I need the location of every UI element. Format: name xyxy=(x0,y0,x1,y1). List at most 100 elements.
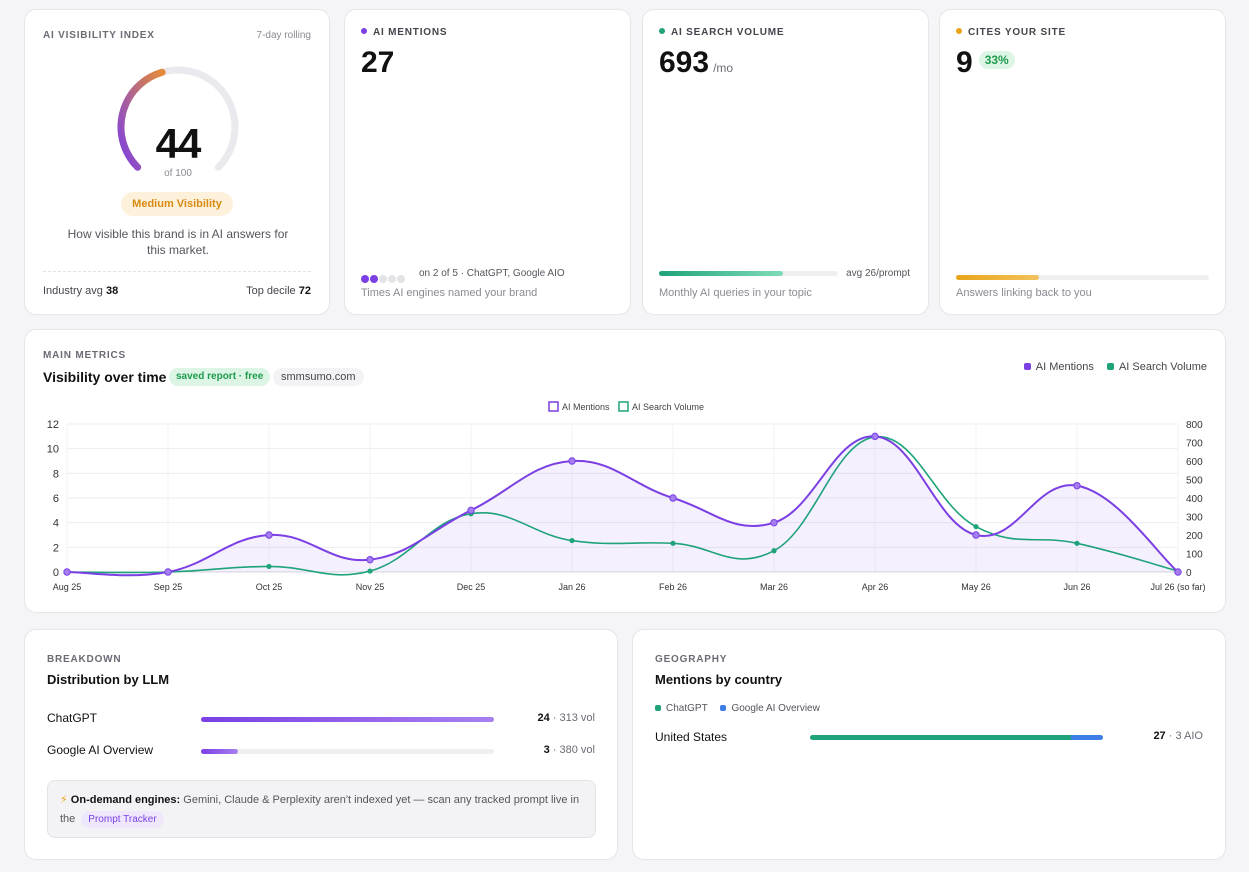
breakdown-title: Distribution by LLM xyxy=(47,672,170,687)
geo-country: United States xyxy=(655,730,728,744)
geo-legend: ChatGPT Google AI Overview xyxy=(655,703,830,714)
domain-chip[interactable]: smmsumo.com xyxy=(273,368,364,386)
legend-mentions[interactable]: AI Mentions xyxy=(1023,361,1094,373)
x-tick-label: Mar 26 xyxy=(760,582,788,592)
industry-avg-value: 38 xyxy=(105,285,119,297)
cites-eyebrow: CITES YOUR SITE xyxy=(956,27,1066,38)
index-description: How visible this brand is in AI answers … xyxy=(67,227,289,257)
volume-avg: avg 26/prompt xyxy=(846,268,910,279)
mentions-point xyxy=(164,568,172,576)
chart-legend-volume-label: AI Search Volume xyxy=(632,402,704,412)
llm-bar xyxy=(201,749,494,754)
y-left-tick-label: 10 xyxy=(47,444,59,456)
x-tick-label: May 26 xyxy=(961,582,991,592)
geo-legend-chatgpt: ChatGPT xyxy=(655,703,708,714)
geo-legend-chatgpt-label: ChatGPT xyxy=(666,703,708,714)
index-eyebrow: AI VISIBILITY INDEX xyxy=(43,30,155,41)
main-eyebrow: MAIN METRICS xyxy=(43,350,126,361)
mentions-eyebrow: AI MENTIONS xyxy=(361,27,447,38)
volume-caption: Monthly AI queries in your topic xyxy=(659,287,812,299)
x-tick-label: Aug 25 xyxy=(53,582,82,592)
llm-bar xyxy=(201,717,494,722)
mentions-caption: Times AI engines named your brand xyxy=(361,287,538,299)
volume-value-wrap: 693/mo xyxy=(659,46,733,80)
ondemand-notice: ⚡ On-demand engines: Gemini, Claude & Pe… xyxy=(47,780,596,838)
mentions-point xyxy=(63,568,71,576)
volume-dot-icon xyxy=(659,28,665,35)
cites-pct-badge: 33% xyxy=(978,51,1015,70)
geo-mentions: 27 xyxy=(1153,730,1166,742)
volume-bar xyxy=(659,271,838,276)
cites-caption: Answers linking back to you xyxy=(956,287,1092,299)
y-right-tick-label: 600 xyxy=(1186,457,1203,468)
chart-legend-mentions-label: AI Mentions xyxy=(562,402,610,412)
cites-bar-fill xyxy=(956,275,1040,280)
volume-point xyxy=(973,524,979,530)
legend-mentions-swatch xyxy=(1023,363,1031,370)
engine-dot xyxy=(370,275,378,283)
geo-bar-chatgpt xyxy=(810,735,1071,740)
y-left-tick-label: 4 xyxy=(53,518,59,530)
visibility-gauge xyxy=(117,66,239,171)
y-left-tick-label: 8 xyxy=(53,468,59,480)
breakdown-card: BREAKDOWN Distribution by LLM ChatGPT 24… xyxy=(24,629,618,860)
cites-value-wrap: 9 33% xyxy=(956,46,1015,80)
legend-volume[interactable]: AI Search Volume xyxy=(1106,361,1207,373)
llm-mentions: 24 xyxy=(537,712,550,724)
geo-legend-chatgpt-swatch xyxy=(655,705,661,711)
y-right-tick-label: 400 xyxy=(1186,494,1203,505)
engine-dot xyxy=(397,275,405,283)
visibility-score: 44 xyxy=(155,120,202,167)
geo-legend-aio-swatch xyxy=(720,705,727,711)
llm-row-google-aio: Google AI Overview 3 · 380 vol xyxy=(47,743,595,763)
mentions-point xyxy=(1073,481,1081,490)
cites-bar xyxy=(956,275,1209,280)
x-tick-label: Sep 25 xyxy=(154,582,183,592)
x-tick-label: Feb 26 xyxy=(659,582,687,592)
y-right-tick-label: 700 xyxy=(1186,439,1203,450)
geo-bar-aio xyxy=(1070,735,1103,740)
industry-avg-label: Industry avg xyxy=(43,285,103,297)
llm-value: 3 · 380 vol xyxy=(544,744,595,756)
breakdown-eyebrow: BREAKDOWN xyxy=(47,654,122,665)
industry-avg: Industry avg 38 xyxy=(43,285,118,297)
volume-unit: /mo xyxy=(713,61,734,75)
llm-name: ChatGPT xyxy=(47,711,98,725)
cites-value: 9 xyxy=(956,46,973,79)
y-right-tick-label: 100 xyxy=(1186,550,1203,561)
report-badge: saved report · free xyxy=(169,368,271,386)
lightning-icon: ⚡ xyxy=(60,794,68,806)
mentions-point xyxy=(1174,568,1182,576)
top-decile-value: 72 xyxy=(298,285,311,297)
legend-mentions-label: AI Mentions xyxy=(1035,361,1094,373)
gauge-fill xyxy=(117,68,166,171)
volume-point xyxy=(569,537,575,544)
geo-legend-aio: Google AI Overview xyxy=(720,703,820,714)
volume-bar-fill xyxy=(659,271,783,276)
engine-dots xyxy=(361,270,406,288)
mentions-point xyxy=(366,555,374,564)
y-left-tick-label: 12 xyxy=(47,419,59,431)
mentions-engines-text: on 2 of 5 · ChatGPT, Google AIO xyxy=(419,268,565,279)
index-divider xyxy=(43,271,311,272)
visibility-score-max: of 100 xyxy=(164,168,192,179)
geography-card: GEOGRAPHY Mentions by country ChatGPT Go… xyxy=(632,629,1226,860)
ai-mentions-card: AI MENTIONS 27 on 2 of 5 · ChatGPT, Goog… xyxy=(344,9,631,315)
ai-search-volume-card: AI SEARCH VOLUME 693/mo avg 26/prompt Mo… xyxy=(642,9,929,315)
llm-row-chatgpt: ChatGPT 24 · 313 vol xyxy=(47,711,595,731)
y-right-tick-label: 200 xyxy=(1186,531,1203,542)
volume-point xyxy=(670,540,676,546)
mentions-dot-icon xyxy=(361,28,367,35)
volume-point xyxy=(1074,540,1080,546)
mentions-point xyxy=(770,518,778,527)
prompt-tracker-link[interactable]: Prompt Tracker xyxy=(81,811,164,828)
volume-eyebrow: AI SEARCH VOLUME xyxy=(659,27,784,38)
chart-legend-volume-swatch xyxy=(618,401,629,412)
llm-volume: · 380 vol xyxy=(552,744,595,756)
geo-value: 27 · 3 AIO xyxy=(1153,730,1203,742)
x-tick-label: Jan 26 xyxy=(558,582,585,592)
legend-volume-swatch xyxy=(1106,363,1114,370)
mentions-point xyxy=(265,531,273,539)
mentions-eyebrow-label: AI MENTIONS xyxy=(373,27,448,38)
mentions-point xyxy=(669,494,677,502)
